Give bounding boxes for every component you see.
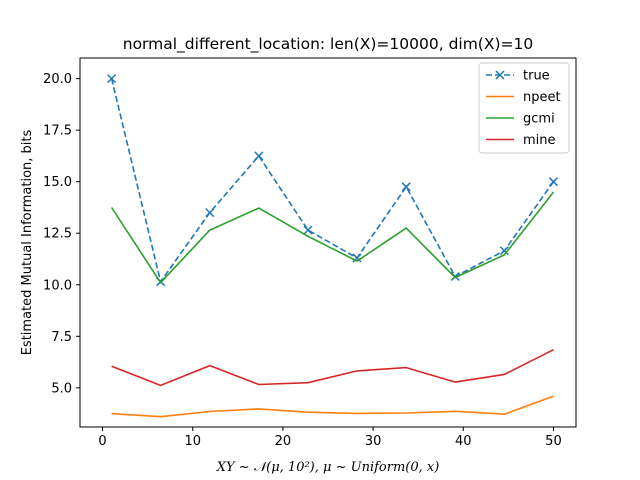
- y-tick-label: 5.0: [51, 381, 72, 396]
- data-point-true: [205, 208, 215, 218]
- series-line-mine: [111, 348, 554, 387]
- legend-marker-true: [495, 70, 505, 80]
- legend: true npeet gcmi mine: [478, 62, 570, 154]
- y-tick-label: 12.5: [43, 227, 72, 242]
- data-point-true: [401, 182, 411, 192]
- series-line-gcmi: [110, 191, 555, 284]
- plot-area: [79, 57, 577, 428]
- data-point-true: [107, 74, 117, 84]
- x-tick-label: 30: [365, 434, 382, 449]
- chart-title: normal_different_location: len(X)=10000,…: [123, 35, 534, 54]
- y-tick-label: 17.5: [43, 124, 72, 139]
- x-tick-label: 20: [275, 434, 292, 449]
- y-axis-label: Estimated Mutual Information, bits: [20, 129, 35, 355]
- data-point-true: [254, 151, 264, 161]
- y-axis: 5.0 7.5 10.0 12.5 15.0 17.5 20.0: [43, 72, 80, 396]
- x-tick-label: 0: [98, 434, 106, 449]
- legend-label-npeet: npeet: [523, 90, 561, 105]
- y-tick-label: 15.0: [43, 175, 72, 190]
- x-axis: 0 10 20 30 40 50: [98, 427, 562, 449]
- y-tick-label: 10.0: [43, 278, 72, 293]
- legend-label-true: true: [523, 69, 550, 84]
- legend-label-gcmi: gcmi: [523, 112, 555, 127]
- series-line-true: [110, 78, 555, 283]
- data-point-true: [303, 225, 313, 235]
- y-tick-label: 20.0: [43, 72, 72, 87]
- x-tick-label: 10: [184, 434, 201, 449]
- data-point-true: [499, 246, 509, 256]
- axes-frame: [79, 57, 577, 428]
- data-point-true: [548, 177, 558, 187]
- x-tick-label: 40: [455, 434, 472, 449]
- x-axis-label: XY ~ 𝒩(μ, 10²), μ ~ Uniform(0, x): [216, 460, 440, 475]
- x-tick-label: 50: [545, 434, 562, 449]
- y-tick-label: 7.5: [51, 330, 72, 345]
- series-layer: [107, 74, 558, 418]
- legend-frame: [478, 62, 570, 154]
- series-line-npeet: [111, 395, 554, 418]
- legend-label-mine: mine: [523, 133, 556, 148]
